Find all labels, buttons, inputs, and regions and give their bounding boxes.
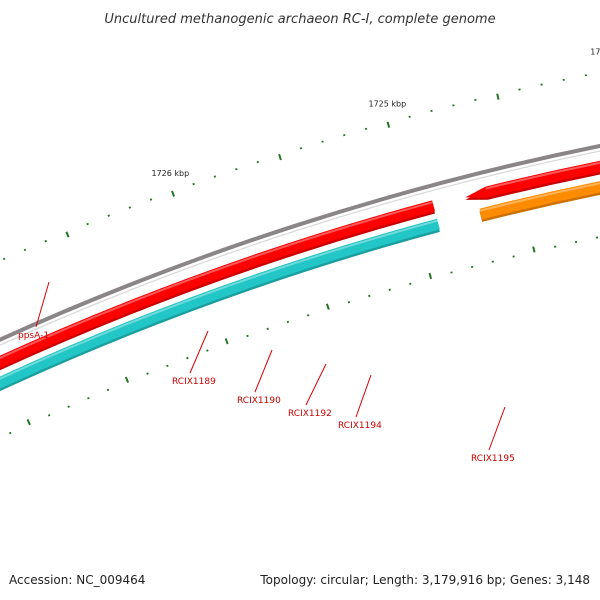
gene-track xyxy=(0,154,600,433)
gene-highlight xyxy=(0,201,433,360)
outer-ruler-tick xyxy=(23,248,27,252)
inner-ruler-tick xyxy=(47,414,51,417)
inner-ruler-tick xyxy=(146,372,149,375)
outer-ruler-tick xyxy=(321,140,324,143)
inner-ruler-tick xyxy=(347,301,351,304)
inner-ruler-tick xyxy=(306,314,310,317)
outer-ruler-tick xyxy=(213,175,217,178)
gene-label[interactable]: RCIX1192 xyxy=(288,409,332,419)
inner-ruler-tick xyxy=(286,320,290,324)
outer-ruler-tick xyxy=(107,214,111,217)
gene-leader-line xyxy=(488,406,506,451)
outer-ruler-tick xyxy=(452,104,455,107)
inner-ruler-tick xyxy=(26,418,31,426)
genome-backbone xyxy=(0,144,600,346)
outer-ruler-tick xyxy=(299,147,303,150)
backbone-line xyxy=(0,144,600,342)
gene-highlight xyxy=(0,219,438,380)
inner-ruler-tick xyxy=(67,405,71,408)
kbp-label: 1726 kbp xyxy=(152,169,190,178)
outer-ruler-tick xyxy=(496,93,500,100)
inner-ruler-tick xyxy=(8,431,12,435)
gene-feature[interactable] xyxy=(479,171,600,222)
outer-ruler-tick xyxy=(149,198,153,201)
gene-arrow[interactable] xyxy=(479,171,600,220)
gene-shadow xyxy=(0,221,440,392)
inner-ruler-tick xyxy=(266,327,269,331)
outer-ruler-tick xyxy=(65,231,70,238)
outer-ruler-tick xyxy=(408,115,411,118)
gene-label[interactable]: RCIX1190 xyxy=(237,396,281,406)
outer-ruler xyxy=(2,74,587,261)
inner-ruler-tick xyxy=(325,303,330,310)
inner-ruler-tick xyxy=(87,396,90,400)
gene-leader-line xyxy=(305,363,327,406)
inner-ruler-tick xyxy=(124,376,130,383)
gene-label[interactable]: RCIX1194 xyxy=(338,421,382,431)
gene-feature[interactable] xyxy=(465,154,600,200)
inner-ruler-tick xyxy=(166,364,169,368)
outer-ruler-tick xyxy=(128,206,132,209)
inner-ruler-tick xyxy=(206,349,209,352)
gene-leader-line xyxy=(355,374,372,418)
outer-ruler-tick xyxy=(235,168,238,171)
outer-ruler-tick xyxy=(278,153,282,161)
inner-ruler-tick xyxy=(532,246,536,253)
gene-label[interactable]: RCIX1195 xyxy=(471,454,515,464)
kbp-label: 1724 kbp xyxy=(590,47,600,56)
outer-ruler-tick xyxy=(256,160,260,164)
inner-ruler-tick xyxy=(388,288,391,291)
gene-leader-line xyxy=(189,330,209,374)
gene-highlight xyxy=(479,182,600,212)
outer-ruler-tick xyxy=(86,222,89,226)
outer-ruler-tick xyxy=(386,121,391,128)
gene-feature[interactable] xyxy=(0,200,435,416)
map-title: Uncultured methanogenic archaeon RC-I, c… xyxy=(104,12,495,27)
gene-shadow xyxy=(0,202,435,371)
outer-ruler-tick xyxy=(44,239,48,243)
gene-label[interactable]: RCIX1189 xyxy=(172,377,216,387)
outer-ruler-tick xyxy=(364,127,368,130)
inner-ruler xyxy=(8,236,599,435)
gene-highlight xyxy=(485,161,600,190)
outer-ruler-tick xyxy=(171,190,175,197)
gene-labels: ppsA-1 RCIX1189 RCIX1190 RCIX1192 RCIX1194 RC… xyxy=(18,281,515,464)
outer-ruler-tick xyxy=(343,134,346,137)
gene-arrow[interactable] xyxy=(0,200,435,413)
gene-feature[interactable] xyxy=(0,218,440,433)
genome-summary: Topology: circular; Length: 3,179,916 bp… xyxy=(260,573,590,587)
accession-text: Accession: NC_009464 xyxy=(9,573,146,587)
inner-ruler-tick xyxy=(224,338,229,345)
outer-ruler-tick xyxy=(2,257,6,261)
gene-leader-line xyxy=(35,281,50,328)
inner-ruler-tick xyxy=(186,356,189,360)
inner-ruler-tick xyxy=(428,272,433,280)
backbone-shadow xyxy=(0,150,600,346)
inner-ruler-tick xyxy=(368,294,371,298)
inner-ruler-tick xyxy=(470,265,474,269)
outer-ruler-tick xyxy=(192,182,195,186)
gene-arrow[interactable] xyxy=(465,154,600,198)
inner-ruler-tick xyxy=(106,388,110,392)
gene-leader-line xyxy=(254,349,273,393)
gene-label[interactable]: ppsA-1 xyxy=(18,331,49,341)
kbp-label: 1725 kbp xyxy=(369,100,407,109)
inner-ruler-tick xyxy=(491,260,495,263)
inner-ruler-tick xyxy=(246,334,249,338)
gene-arrow[interactable] xyxy=(0,218,440,431)
